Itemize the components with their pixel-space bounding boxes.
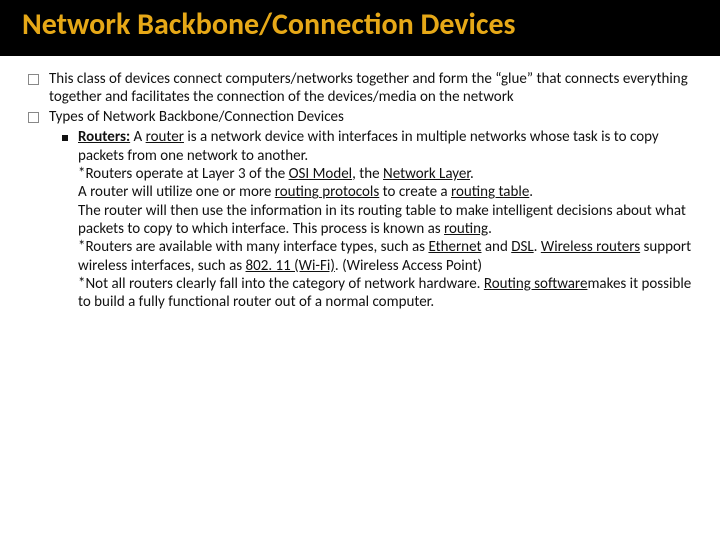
link-network-layer: Network Layer [383,165,470,183]
routers-text: Routers: A router is a network device wi… [78,128,692,311]
link-osi-model: OSI Model [289,165,353,183]
link-routing-table: routing table [451,183,529,201]
link-dsl: DSL [511,238,533,256]
text: *Routers operate at Layer 3 of the [78,165,289,183]
text: . [534,238,541,256]
link-routing: routing [444,220,488,238]
slide-title: Network Backbone/Connection Devices [0,0,720,56]
link-router: router [146,128,184,146]
text: and [481,238,511,256]
sub-bullet-routers: Routers: A router is a network device wi… [62,128,692,311]
link-wireless-routers: Wireless routers [541,238,640,256]
link-ethernet: Ethernet [428,238,481,256]
text: The router will then use the information… [78,202,686,238]
text: . [529,183,533,201]
text: A [130,128,145,146]
text: *Routers are available with many interfa… [78,238,428,256]
term-routers: Routers: [78,128,130,146]
bullet-1: This class of devices connect computers/… [28,70,692,107]
text: . (Wireless Access Point) [335,257,482,275]
text: . [470,165,474,183]
text: *Not all routers clearly fall into the c… [78,275,484,293]
link-802-11: 802. 11 (Wi-Fi) [246,257,335,275]
checkbox-icon [28,74,39,85]
slide-body: This class of devices connect computers/… [0,56,720,312]
link-routing-software: Routing software [484,275,588,293]
text: . [488,220,492,238]
text: , the [352,165,383,183]
text: to create a [379,183,451,201]
bullet-1-text: This class of devices connect computers/… [49,70,692,107]
link-routing-protocols: routing protocols [275,183,379,201]
bullet-2-text: Types of Network Backbone/Connection Dev… [49,108,692,126]
bullet-2: Types of Network Backbone/Connection Dev… [28,108,692,126]
checkbox-icon [28,112,39,123]
square-bullet-icon [62,135,68,141]
text: A router will utilize one or more [78,183,275,201]
